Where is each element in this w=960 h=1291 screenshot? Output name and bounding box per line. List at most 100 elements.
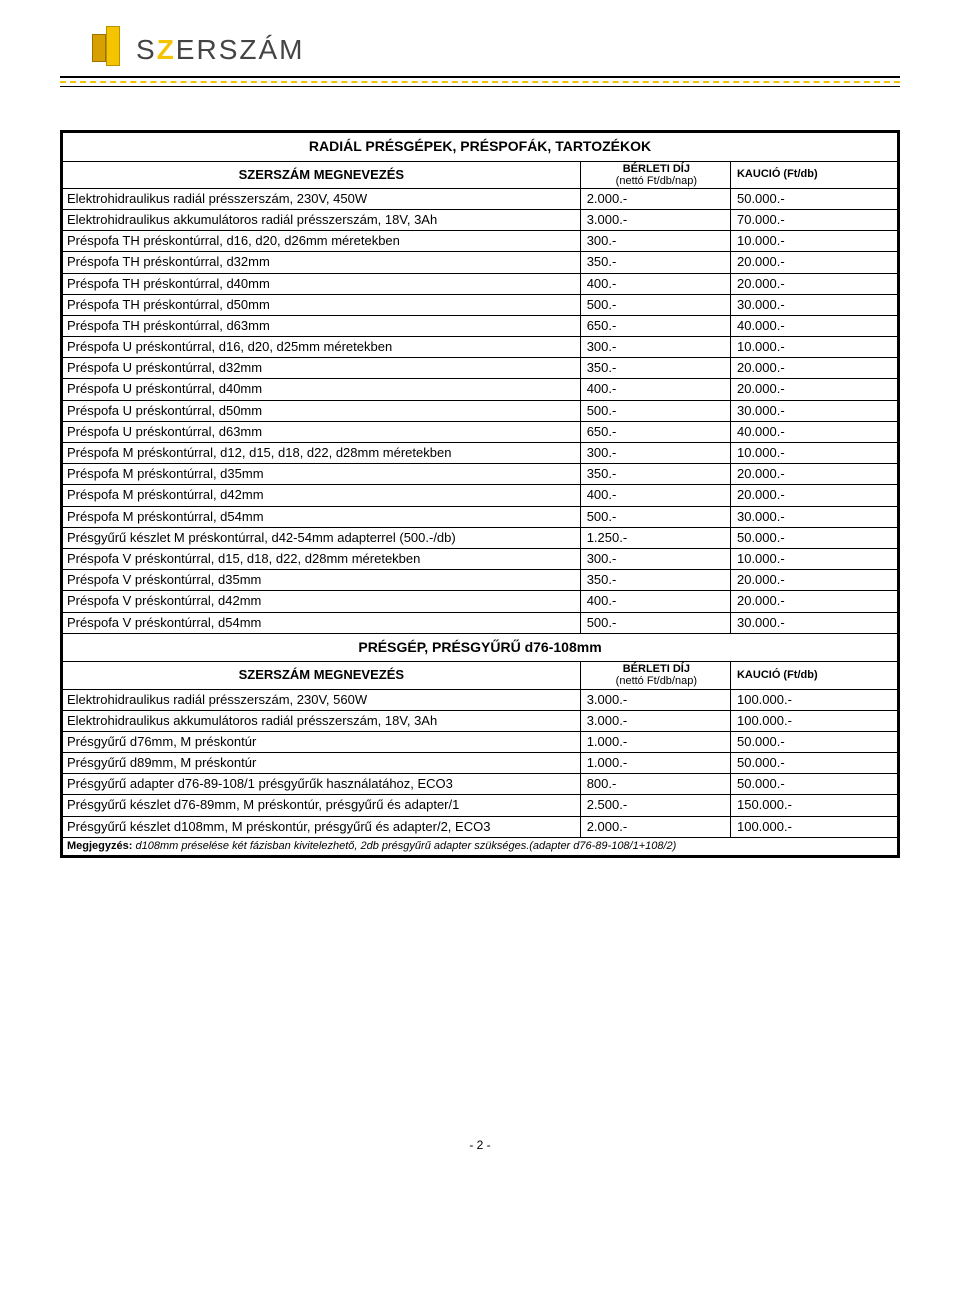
cell-deposit: 100.000.-	[730, 710, 897, 731]
cell-deposit: 150.000.-	[730, 795, 897, 816]
cell-deposit: 10.000.-	[730, 548, 897, 569]
table-row: Préspofa M préskontúrral, d12, d15, d18,…	[63, 443, 898, 464]
section-title: PRÉSGÉP, PRÉSGYŰRŰ d76-108mm	[63, 633, 898, 662]
hdr-price-line2: (nettó Ft/db/nap)	[616, 175, 697, 187]
cell-deposit: 10.000.-	[730, 443, 897, 464]
cell-price: 350.-	[580, 358, 730, 379]
logo-part: ERSZÁM	[176, 34, 305, 65]
page-number: - 2 -	[60, 1138, 900, 1152]
cell-price: 500.-	[580, 400, 730, 421]
col-header-name: SZERSZÁM MEGNEVEZÉS	[63, 161, 581, 188]
cell-name: Présgyűrű készlet M préskontúrral, d42-5…	[63, 527, 581, 548]
cell-name: Préspofa V préskontúrral, d35mm	[63, 570, 581, 591]
cell-deposit: 20.000.-	[730, 464, 897, 485]
cell-name: Préspofa V préskontúrral, d54mm	[63, 612, 581, 633]
rule-dash	[60, 81, 900, 83]
col-header-price: BÉRLETI DÍJ (nettó Ft/db/nap)	[580, 662, 730, 689]
cell-name: Elektrohidraulikus radiál présszerszám, …	[63, 188, 581, 209]
table-row: Préspofa M préskontúrral, d42mm400.-20.0…	[63, 485, 898, 506]
table-header-row: SZERSZÁM MEGNEVEZÉS BÉRLETI DÍJ (nettó F…	[63, 662, 898, 689]
cell-deposit: 50.000.-	[730, 774, 897, 795]
table-row: Préspofa TH préskontúrral, d50mm500.-30.…	[63, 294, 898, 315]
table-row: Elektrohidraulikus radiál présszerszám, …	[63, 689, 898, 710]
cell-price: 650.-	[580, 421, 730, 442]
table-row: Elektrohidraulikus akkumulátoros radiál …	[63, 209, 898, 230]
cell-price: 1.000.-	[580, 731, 730, 752]
cell-name: Préspofa TH préskontúrral, d40mm	[63, 273, 581, 294]
rule-thin	[60, 86, 900, 87]
table-row: Préspofa V préskontúrral, d42mm400.-20.0…	[63, 591, 898, 612]
price-tables: RADIÁL PRÉSGÉPEK, PRÉSPOFÁK, TARTOZÉKOK …	[60, 130, 900, 858]
cell-deposit: 20.000.-	[730, 252, 897, 273]
cell-deposit: 20.000.-	[730, 591, 897, 612]
cell-price: 3.000.-	[580, 689, 730, 710]
cell-price: 800.-	[580, 774, 730, 795]
cell-deposit: 50.000.-	[730, 753, 897, 774]
cell-name: Préspofa M préskontúrral, d35mm	[63, 464, 581, 485]
cell-price: 400.-	[580, 273, 730, 294]
note-text: d108mm préselése két fázisban kivitelezh…	[132, 840, 676, 852]
cell-name: Préspofa U préskontúrral, d50mm	[63, 400, 581, 421]
cell-price: 2.000.-	[580, 188, 730, 209]
cell-deposit: 50.000.-	[730, 731, 897, 752]
cell-name: Elektrohidraulikus radiál présszerszám, …	[63, 689, 581, 710]
cell-price: 500.-	[580, 506, 730, 527]
cell-name: Préspofa U préskontúrral, d16, d20, d25m…	[63, 337, 581, 358]
cell-name: Préspofa U préskontúrral, d32mm	[63, 358, 581, 379]
cell-price: 400.-	[580, 379, 730, 400]
table-row: Présgyűrű készlet d76-89mm, M préskontúr…	[63, 795, 898, 816]
cell-price: 400.-	[580, 485, 730, 506]
cell-deposit: 40.000.-	[730, 421, 897, 442]
cell-name: Préspofa U préskontúrral, d40mm	[63, 379, 581, 400]
cell-name: Préspofa U préskontúrral, d63mm	[63, 421, 581, 442]
table-row: Préspofa U préskontúrral, d32mm350.-20.0…	[63, 358, 898, 379]
table-row: Présgyűrű d76mm, M préskontúr1.000.-50.0…	[63, 731, 898, 752]
price-table-1: RADIÁL PRÉSGÉPEK, PRÉSPOFÁK, TARTOZÉKOK …	[62, 132, 898, 856]
logo-shape	[106, 26, 120, 66]
cell-deposit: 20.000.-	[730, 485, 897, 506]
table-row: Présgyűrű készlet d108mm, M préskontúr, …	[63, 816, 898, 837]
cell-deposit: 100.000.-	[730, 816, 897, 837]
cell-price: 350.-	[580, 570, 730, 591]
table-row: Préspofa U préskontúrral, d63mm650.-40.0…	[63, 421, 898, 442]
note-cell: Megjegyzés: d108mm préselése két fázisba…	[63, 837, 898, 855]
table-row: Préspofa TH préskontúrral, d32mm350.-20.…	[63, 252, 898, 273]
cell-price: 1.000.-	[580, 753, 730, 774]
logo-part: S	[136, 34, 157, 65]
cell-price: 500.-	[580, 294, 730, 315]
cell-price: 2.000.-	[580, 816, 730, 837]
cell-name: Préspofa TH préskontúrral, d16, d20, d26…	[63, 231, 581, 252]
cell-deposit: 10.000.-	[730, 337, 897, 358]
cell-name: Elektrohidraulikus akkumulátoros radiál …	[63, 710, 581, 731]
cell-price: 500.-	[580, 612, 730, 633]
col-header-deposit: KAUCIÓ (Ft/db)	[730, 161, 897, 188]
cell-deposit: 30.000.-	[730, 612, 897, 633]
table-row: Elektrohidraulikus radiál présszerszám, …	[63, 188, 898, 209]
col-header-price: BÉRLETI DÍJ (nettó Ft/db/nap)	[580, 161, 730, 188]
cell-deposit: 20.000.-	[730, 570, 897, 591]
table-row: Préspofa M préskontúrral, d54mm500.-30.0…	[63, 506, 898, 527]
cell-price: 300.-	[580, 231, 730, 252]
cell-price: 3.000.-	[580, 209, 730, 230]
table-row: Préspofa M préskontúrral, d35mm350.-20.0…	[63, 464, 898, 485]
cell-deposit: 50.000.-	[730, 188, 897, 209]
cell-deposit: 70.000.-	[730, 209, 897, 230]
cell-price: 300.-	[580, 548, 730, 569]
cell-deposit: 30.000.-	[730, 294, 897, 315]
header-rules	[60, 76, 900, 87]
table-row: Préspofa TH préskontúrral, d40mm400.-20.…	[63, 273, 898, 294]
cell-price: 350.-	[580, 252, 730, 273]
section-title-row: PRÉSGÉP, PRÉSGYŰRŰ d76-108mm	[63, 633, 898, 662]
cell-name: Présgyűrű készlet d108mm, M préskontúr, …	[63, 816, 581, 837]
cell-deposit: 30.000.-	[730, 506, 897, 527]
table-row: Préspofa V préskontúrral, d35mm350.-20.0…	[63, 570, 898, 591]
table-row: Préspofa V préskontúrral, d54mm500.-30.0…	[63, 612, 898, 633]
cell-name: Elektrohidraulikus akkumulátoros radiál …	[63, 209, 581, 230]
table-row: Présgyűrű készlet M préskontúrral, d42-5…	[63, 527, 898, 548]
hdr-price-line2: (nettó Ft/db/nap)	[616, 675, 697, 687]
page-header: SZERSZÁM	[60, 20, 900, 100]
logo: SZERSZÁM	[60, 20, 290, 80]
logo-slash: Z	[157, 34, 176, 65]
cell-name: Présgyűrű adapter d76-89-108/1 présgyűrű…	[63, 774, 581, 795]
cell-name: Préspofa TH préskontúrral, d32mm	[63, 252, 581, 273]
